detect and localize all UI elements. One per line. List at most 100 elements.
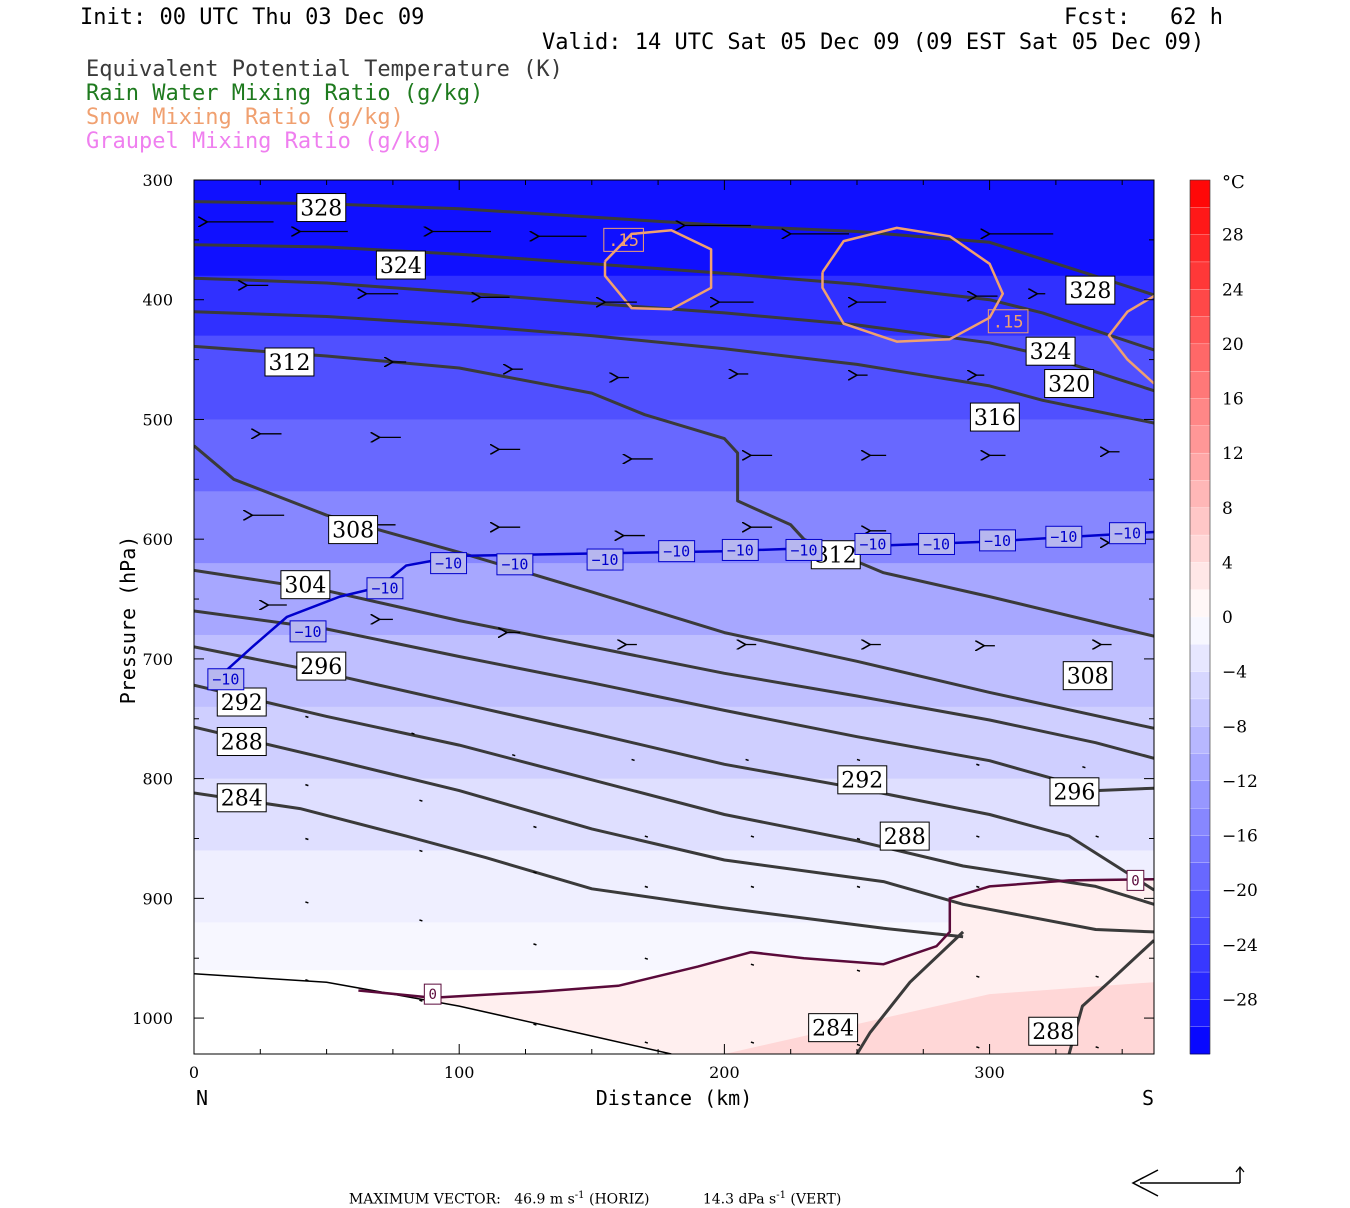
- colorbar-swatch: [1189, 589, 1211, 618]
- wind-vector-small: [644, 835, 649, 838]
- x-tick-label: 100: [444, 1063, 475, 1082]
- theta-e-label-box: [1049, 777, 1100, 807]
- theta-e-label: 288: [879, 821, 930, 851]
- wind-vector-small: [419, 999, 423, 1002]
- theta-e-label-box: [280, 570, 331, 600]
- colorbar-swatch: [1189, 452, 1211, 482]
- wind-vector-layer: [207, 222, 1120, 1049]
- theta-e-label-box: [216, 727, 267, 757]
- theta-e-label-box: [216, 687, 267, 717]
- isotherm-label-box: [785, 538, 823, 561]
- temperature-band: [194, 563, 1154, 636]
- theta-e-label-text: 284: [221, 787, 263, 812]
- theta-e-label-box: [837, 765, 888, 795]
- colorbar-tick-label: −28: [1222, 990, 1258, 1010]
- x-tick-label: 300: [974, 1063, 1005, 1082]
- colorbar-swatch: [1189, 835, 1211, 864]
- colorbar-swatch: [1189, 671, 1211, 700]
- theta-e-label-text: 316: [974, 406, 1016, 431]
- colorbar-swatch: [1189, 343, 1211, 372]
- theta-e-contour: [194, 725, 1154, 934]
- theta-e-label: 320: [1044, 369, 1095, 399]
- colorbar-tick-label: −20: [1222, 881, 1258, 901]
- wind-vector-small: [750, 885, 755, 889]
- legend-rain-water: Rain Water Mixing Ratio (g/kg): [86, 81, 484, 106]
- colorbar-swatch: [1189, 808, 1211, 837]
- temperature-band: [194, 706, 1154, 780]
- isotherm-label-text: −10: [984, 532, 1011, 550]
- x-tick-label: 200: [709, 1063, 740, 1082]
- theta-e-label-box: [216, 783, 267, 813]
- theta-e-label-text: 284: [812, 1017, 854, 1042]
- theta-e-label-text: 312: [268, 351, 310, 376]
- north-label: N: [196, 1086, 208, 1110]
- zero-isotherm-label: 0: [1126, 869, 1145, 891]
- isotherm-label: −10: [366, 577, 404, 600]
- theta-e-label-text: 308: [332, 519, 374, 544]
- isotherm-label-text: −10: [1114, 525, 1141, 543]
- theta-e-label-text: 308: [1067, 665, 1109, 690]
- isotherm-label-text: −10: [923, 535, 950, 553]
- snow-contour: [603, 229, 713, 311]
- wind-vector-small: [976, 835, 980, 838]
- theta-e-label: 328: [296, 193, 347, 223]
- y-tick-label: 800: [142, 770, 173, 789]
- theta-e-label-box: [1065, 275, 1116, 305]
- wind-vector-small: [419, 799, 423, 802]
- theta-e-label-text: 320: [1048, 372, 1090, 397]
- x-axis-title: Distance (km): [596, 1086, 753, 1110]
- wind-vector-small: [1095, 835, 1099, 838]
- colorbar-swatch: [1189, 753, 1211, 782]
- snow-label-text: .15: [993, 312, 1024, 332]
- colorbar-swatch: [1189, 534, 1211, 564]
- theta-e-contour: [194, 683, 1154, 906]
- valid-time: Valid: 14 UTC Sat 05 Dec 09 (09 EST Sat …: [542, 30, 1205, 55]
- isotherm-label-box: [918, 532, 955, 555]
- y-tick-label: 600: [142, 530, 173, 549]
- colorbar-swatch: [1189, 562, 1211, 591]
- theta-e-label: 288: [216, 727, 267, 757]
- isotherm-label: −10: [496, 553, 534, 576]
- theta-e-label: 292: [837, 765, 888, 795]
- isotherm-label-text: −10: [435, 555, 462, 573]
- theta-e-label-text: 324: [1030, 340, 1072, 365]
- snow-label-box: [603, 227, 644, 252]
- y-tick-label: 700: [142, 650, 173, 669]
- horiz-unit-exp: -1: [574, 1190, 585, 1201]
- wind-vector-small: [644, 1041, 649, 1044]
- theta-e-label: 296: [1049, 777, 1100, 807]
- isotherm-label: −10: [207, 668, 245, 691]
- colorbar-swatch: [1189, 425, 1211, 454]
- wind-vector-small: [856, 758, 861, 762]
- snow-label: .15: [987, 309, 1029, 334]
- theta-e-label: 284: [216, 783, 267, 813]
- temperature-band: [194, 778, 1154, 852]
- wind-vector-small: [976, 1046, 980, 1049]
- zero-isotherm-label: 0: [423, 983, 442, 1005]
- isotherm-label-box: [721, 538, 759, 561]
- theta-e-contour: [194, 276, 1154, 393]
- colorbar-swatch: [1189, 616, 1211, 645]
- colorbar-swatch: [1189, 917, 1211, 946]
- theta-e-label-box: [808, 1013, 859, 1043]
- colorbar-swatch: [1189, 371, 1211, 400]
- wind-vector-small: [419, 849, 423, 853]
- theta-e-label: 308: [328, 515, 379, 545]
- legend-snow: Snow Mixing Ratio (g/kg): [86, 105, 404, 130]
- theta-e-label-text: 292: [841, 769, 883, 794]
- wind-vector-small: [856, 885, 861, 889]
- isotherm-label-box: [289, 620, 327, 643]
- snow-contour: [1107, 295, 1154, 385]
- wind-vector-small: [419, 919, 423, 922]
- colorbar-swatch: [1189, 644, 1211, 673]
- colorbar-tick-label: 12: [1222, 444, 1244, 464]
- isotherm-label-box: [496, 553, 534, 576]
- theta-e-label-text: 288: [884, 825, 926, 850]
- theta-e-label: 292: [216, 687, 267, 717]
- isotherm-label: −10: [1045, 525, 1083, 548]
- theta-e-contour: [855, 930, 965, 1054]
- legend-graupel: Graupel Mixing Ratio (g/kg): [86, 129, 444, 154]
- colorbar-swatch: [1189, 889, 1211, 919]
- wind-vector-small: [976, 975, 980, 978]
- isotherm-label: −10: [658, 540, 696, 563]
